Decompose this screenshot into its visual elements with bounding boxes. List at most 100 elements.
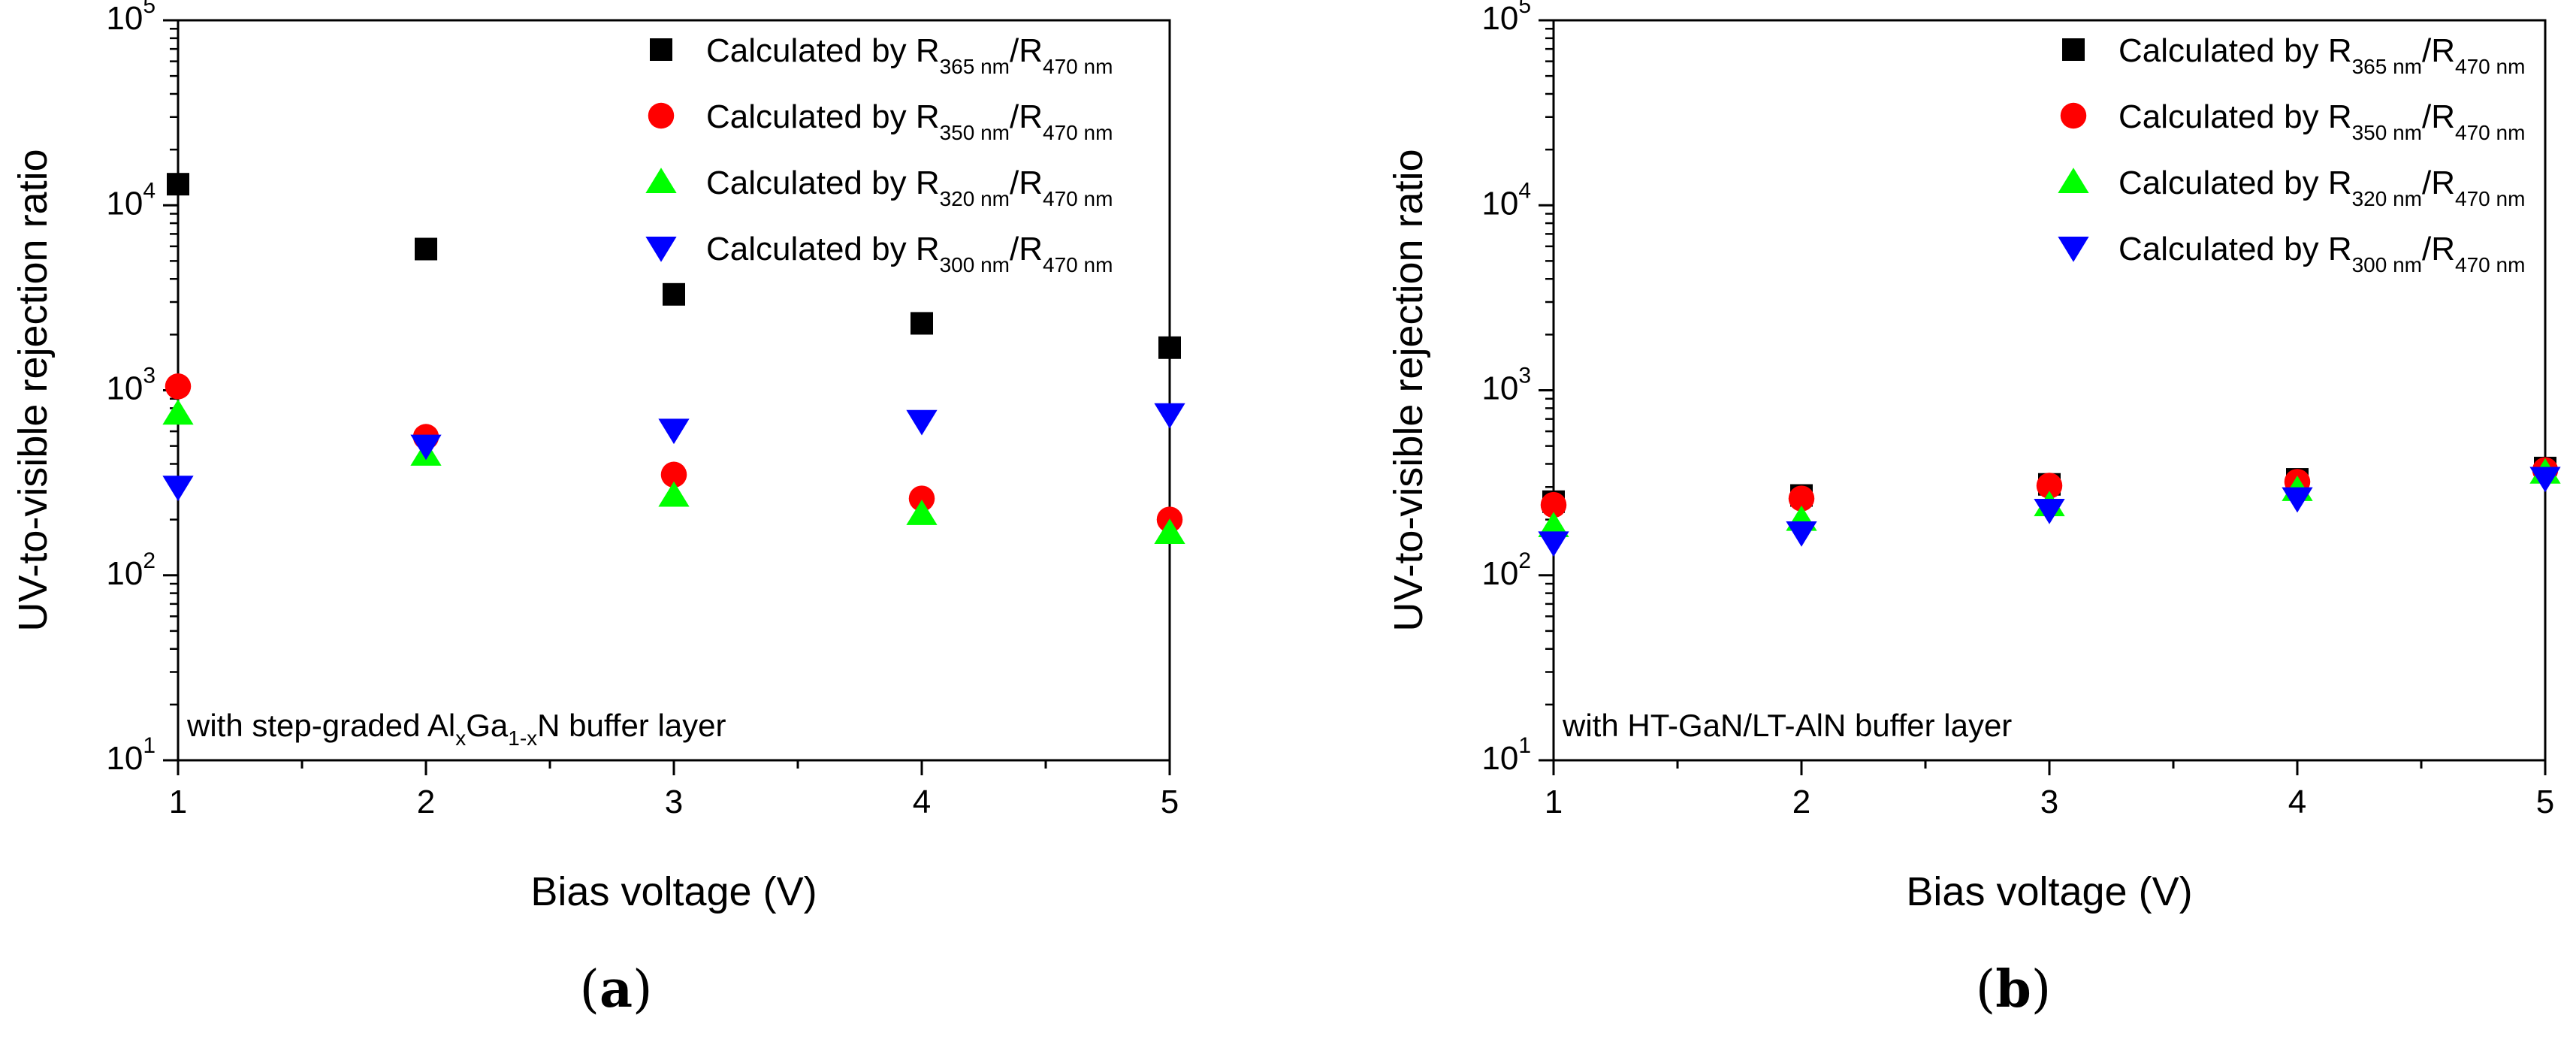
y-tick-base: 10 [1481,370,1518,407]
legend-subscript: 350 nm [940,121,1010,144]
y-tick-label: 102 [106,548,156,592]
data-point [911,312,933,335]
panel-label-paren: ( [579,960,599,1019]
x-tick-label: 4 [2288,784,2306,820]
legend-marker [650,38,672,61]
data-point [1158,336,1181,359]
legend-subscript: 365 nm [2352,55,2422,78]
x-axis-title: Bias voltage (V) [530,869,817,914]
legend-entry: Calculated by R365 nm/R470 nm [2062,32,2525,78]
legend-label: Calculated by R365 nm/R470 nm [2118,32,2525,78]
y-tick-base: 10 [106,740,143,777]
data-point [663,282,685,306]
legend-text: Calculated by R [2118,98,2352,135]
legend-entry: Calculated by R300 nm/R470 nm [2058,231,2525,276]
legend-text: Calculated by R [2118,231,2352,267]
legend-text: /R [1010,32,1043,69]
y-tick-label: 102 [1481,548,1531,592]
data-point [906,500,938,525]
y-tick-exponent: 4 [1518,178,1531,203]
legend-label: Calculated by R320 nm/R470 nm [2118,165,2525,210]
buffer-layer-annotation: with step-graded AlxGa1-xN buffer layer [186,708,726,750]
legend-text: Calculated by R [706,32,940,69]
data-point [908,485,935,512]
y-tick-exponent: 4 [143,178,156,203]
legend-entry: Calculated by R350 nm/R470 nm [648,98,1113,144]
series-circle [165,373,1183,533]
data-point [167,173,189,196]
data-point [2282,487,2313,513]
legend-subscript: 470 nm [1043,55,1113,78]
x-axis-title: Bias voltage (V) [1906,869,2192,914]
y-tick-base: 10 [1481,740,1518,777]
legend-entry: Calculated by R365 nm/R470 nm [650,32,1113,78]
data-point [2036,473,2063,499]
legend-subscript: 470 nm [2455,187,2525,210]
legend-marker [2058,168,2089,193]
legend-label: Calculated by R320 nm/R470 nm [706,165,1113,210]
annotation-subscript: 1-x [508,726,537,750]
y-tick-label: 104 [1481,178,1531,222]
y-tick-base: 10 [106,370,143,407]
y-tick-exponent: 3 [143,364,156,388]
annotation-text: Ga [466,708,509,743]
legend-text: /R [1010,231,1043,267]
legend-marker [645,168,677,193]
data-point [658,481,690,507]
y-tick-exponent: 1 [1518,733,1531,758]
data-point [162,399,194,425]
y-tick-label: 103 [106,364,156,407]
series-triangle-down [162,403,1185,502]
x-tick-label: 1 [1545,784,1563,820]
legend-subscript: 470 nm [2455,55,2525,78]
y-tick-label: 101 [106,733,156,777]
legend-subscript: 320 nm [940,187,1010,210]
y-tick-exponent: 3 [1518,364,1531,388]
data-point [2034,499,2065,524]
data-point [410,434,442,461]
legend-text: /R [2422,98,2455,135]
x-tick-label: 3 [665,784,683,820]
y-tick-label: 104 [106,178,156,222]
legend-label: Calculated by R365 nm/R470 nm [706,32,1113,78]
legend-subscript: 470 nm [1043,121,1113,144]
data-point [165,373,192,400]
legend-subscript: 300 nm [2352,253,2422,276]
annotation-subscript: x [455,726,466,750]
y-tick-exponent: 5 [143,0,156,18]
panel-label: (b) [1976,959,2052,1019]
y-tick-label: 105 [106,0,156,37]
panel-label-paren: ) [2031,960,2052,1019]
y-tick-exponent: 2 [1518,548,1531,573]
y-tick-base: 10 [106,555,143,592]
data-point [1788,485,1815,512]
data-point [1786,521,1817,547]
legend-subscript: 300 nm [940,253,1010,276]
legend-subscript: 320 nm [2352,187,2422,210]
panel-label-paren: ) [633,960,653,1019]
data-point [415,237,437,261]
legend-subscript: 470 nm [1043,187,1113,210]
legend-entry: Calculated by R300 nm/R470 nm [645,231,1113,276]
data-point [1538,531,1569,557]
panel-label: (a) [579,959,652,1019]
data-point [1540,491,1567,518]
legend-text: Calculated by R [706,231,940,267]
y-tick-base: 10 [1481,185,1518,222]
legend-subscript: 365 nm [940,55,1010,78]
series-triangle-up [1538,458,2561,537]
legend-text: /R [2422,231,2455,267]
y-tick-label: 101 [1481,733,1531,777]
y-tick-exponent: 2 [143,548,156,573]
x-tick-label: 5 [2536,784,2554,820]
data-point [906,409,938,436]
legend-label: Calculated by R350 nm/R470 nm [706,98,1113,144]
legend-subscript: 470 nm [1043,253,1113,276]
legend-label: Calculated by R300 nm/R470 nm [2118,231,2525,276]
legend-entry: Calculated by R350 nm/R470 nm [2060,98,2525,144]
